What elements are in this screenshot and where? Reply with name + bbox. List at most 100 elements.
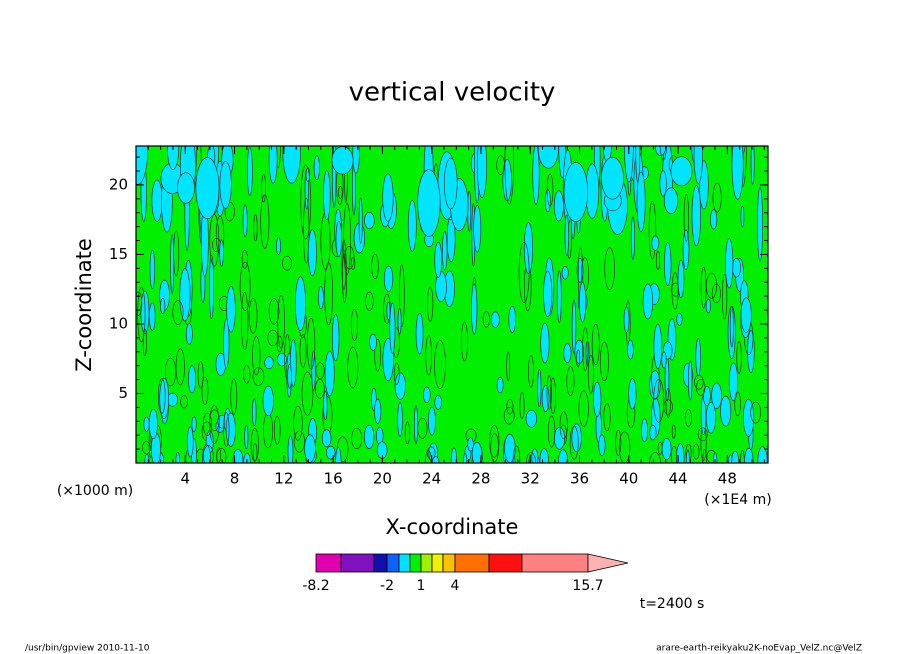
contour-blob (188, 365, 196, 394)
contour-blob (496, 376, 504, 394)
contour-blob (352, 146, 360, 174)
contour-blob (287, 363, 292, 389)
contour-blob (728, 362, 739, 402)
contour-blob (649, 424, 657, 441)
contour-blob (246, 146, 253, 196)
contour-blob (434, 241, 443, 278)
contour-blob (313, 155, 320, 181)
contour-blob (490, 126, 499, 140)
contour-blob (750, 401, 761, 424)
contour-blob (364, 424, 375, 449)
contour-blob (170, 234, 175, 295)
contour-blob (343, 203, 351, 275)
contour-blob (252, 367, 265, 386)
contour-blob (623, 306, 630, 333)
contour-blob (699, 146, 706, 149)
chart-title: vertical velocity (349, 78, 556, 108)
contour-blob (276, 237, 281, 256)
colorbar-segment (442, 553, 456, 573)
contour-blob (569, 425, 579, 460)
contour-blob (648, 200, 657, 260)
contour-blob (512, 445, 521, 463)
contour-blob (414, 405, 418, 444)
contour-blob (253, 214, 258, 242)
colorbar-label: 1 (417, 578, 426, 594)
contour-blob (202, 412, 212, 436)
colorbar-label: 4 (451, 578, 460, 594)
contour-blob (578, 281, 587, 323)
contour-blob (641, 418, 649, 443)
colorbar-label: -2 (380, 578, 394, 594)
contour-blob (324, 350, 335, 397)
contour-blob (393, 362, 400, 385)
colorbar-segment (340, 553, 375, 573)
contour-blob (407, 199, 417, 252)
contour-blob (306, 317, 316, 370)
contour-blob (398, 264, 405, 327)
contour-blob (325, 445, 336, 460)
contour-blob (248, 297, 258, 334)
contour-blob (616, 119, 621, 144)
contour-blob (720, 395, 732, 427)
contour-blob (443, 157, 458, 210)
contour-blob (223, 318, 230, 369)
contour-blob (506, 399, 514, 415)
contour-blob (599, 341, 609, 382)
contour-blob (415, 312, 424, 355)
x-tick-label: 16 (324, 470, 343, 488)
contour-blob (744, 447, 754, 463)
contour-blob (539, 448, 549, 463)
contour-blob (226, 286, 236, 333)
contour-blob (663, 187, 679, 215)
contour-blob (242, 204, 248, 238)
contour-blob (467, 190, 472, 232)
contour-blob (558, 449, 569, 463)
contour-blob (371, 253, 379, 280)
contour-blob (711, 283, 721, 304)
time-label: t=2400 s (640, 596, 705, 612)
contour-blob (661, 437, 672, 460)
contour-blob (201, 376, 209, 405)
x-unit-label: (×1000 m) (57, 483, 133, 499)
contour-blob (712, 452, 718, 463)
contour-blob (683, 193, 689, 242)
contour-blob (525, 409, 538, 428)
contour-blob (216, 447, 227, 463)
contour-blob (173, 230, 180, 277)
x-tick-label: 28 (471, 470, 490, 488)
contour-blob (757, 446, 768, 463)
contour-blob (389, 302, 396, 354)
contour-blob (467, 437, 474, 452)
contour-blob (693, 146, 703, 184)
contour-blob (461, 321, 468, 362)
contour-blob (244, 425, 249, 450)
contour-blob (417, 169, 441, 237)
contour-blob (374, 338, 382, 372)
contour-blob (273, 415, 281, 445)
contour-blob (434, 395, 443, 410)
contour-blob (282, 255, 292, 271)
contour-blob (563, 343, 572, 363)
contour-blob (471, 283, 478, 335)
contour-blob (508, 305, 517, 333)
contour-blob (369, 333, 377, 351)
colorbar-segment (373, 553, 388, 573)
contour-blob (185, 323, 193, 345)
contour-blob (209, 409, 220, 432)
contour-blob (175, 348, 185, 386)
contour-blob (394, 372, 406, 400)
contour-blob (727, 305, 736, 360)
contour-blob (627, 339, 634, 360)
contour-blob (230, 378, 238, 415)
contour-blob (628, 378, 637, 410)
contour-blob (262, 385, 274, 417)
contour-field (136, 119, 768, 463)
contour-blob (225, 412, 236, 447)
contour-blob (335, 447, 342, 463)
contour-blob (636, 171, 646, 233)
contour-blob (578, 390, 589, 427)
contour-blob (179, 268, 191, 322)
contour-blob (563, 162, 589, 222)
contour-blob (553, 190, 564, 222)
